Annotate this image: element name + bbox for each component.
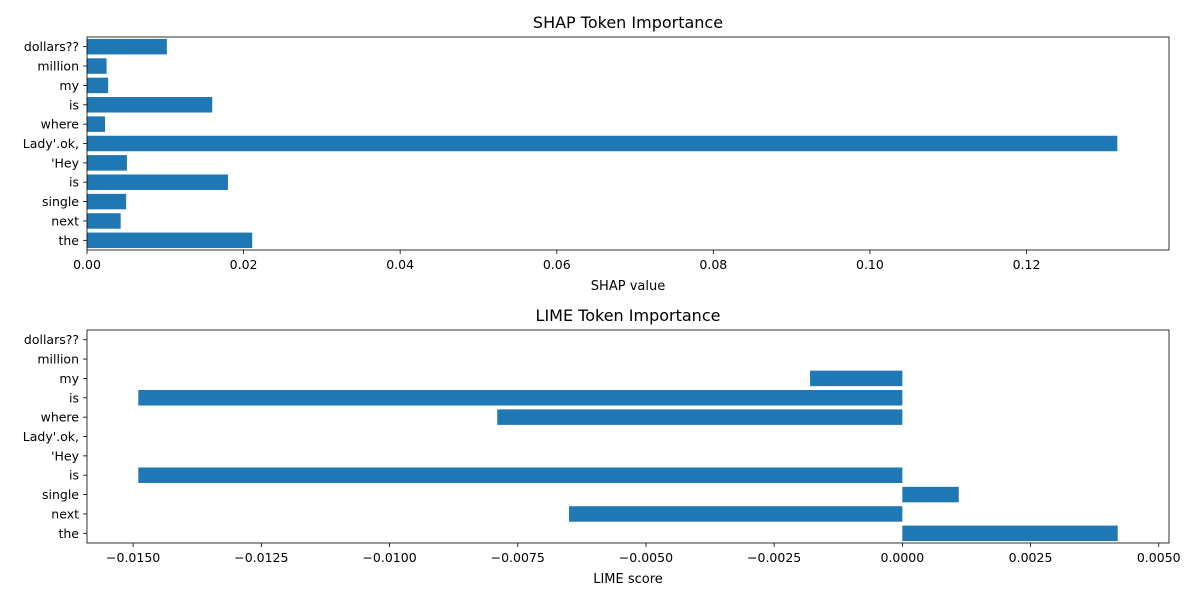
shap-ytick-label: where — [41, 117, 80, 132]
shap-bar — [87, 58, 107, 74]
shap-xtick-label: 0.06 — [543, 257, 571, 272]
shap-ytick-label: is — [69, 175, 79, 190]
shap-ytick-label: dollars?? — [24, 39, 79, 54]
lime-ytick-label: next — [51, 506, 79, 521]
shap-xtick-label: 0.12 — [1013, 257, 1041, 272]
lime-xtick-label: −0.0025 — [747, 550, 801, 565]
lime-ytick-label: my — [59, 371, 79, 386]
shap-bar — [87, 174, 228, 190]
shap-xtick-label: 0.04 — [386, 257, 414, 272]
shap-xaxis-label: SHAP value — [591, 279, 665, 294]
lime-bar — [138, 390, 903, 406]
lime-chart-title: LIME Token Importance — [536, 306, 721, 325]
shap-xtick-label: 0.10 — [856, 257, 884, 272]
lime-xtick-label: −0.0125 — [234, 550, 288, 565]
shap-bar — [87, 116, 106, 132]
lime-xtick-label: 0.0050 — [1137, 550, 1181, 565]
shap-ytick-label: 'Hey — [51, 155, 80, 170]
shap-ytick-label: Lady'.ok, — [23, 136, 79, 151]
shap-panel: dollars?? million my is where Lady'.ok, 'Hey is… — [23, 13, 1170, 294]
lime-ytick-label: Lady'.ok, — [23, 429, 79, 444]
shap-xtick-label: 0.00 — [73, 257, 101, 272]
lime-xtick-label: −0.0075 — [491, 550, 545, 565]
lime-ytick-label: 'Hey — [51, 448, 80, 463]
lime-xtick-label: −0.0050 — [619, 550, 673, 565]
lime-ytick-label: million — [37, 352, 79, 367]
shap-xtick-label: 0.02 — [230, 257, 258, 272]
shap-bar — [87, 213, 121, 229]
lime-ytick-label: single — [42, 487, 79, 502]
shap-bar — [87, 232, 253, 249]
lime-xaxis-label: LIME score — [593, 572, 663, 587]
shap-ytick-label: is — [69, 97, 79, 112]
shap-ytick-label: next — [51, 213, 79, 228]
shap-bar — [87, 193, 127, 210]
lime-bar — [497, 409, 903, 425]
shap-bar — [87, 38, 167, 55]
lime-panel: dollars?? million my is where Lady'.ok, 'Hey is… — [23, 306, 1181, 587]
lime-ytick-label: where — [41, 410, 80, 425]
lime-bar — [902, 525, 1118, 542]
lime-ytick-label: the — [58, 526, 79, 541]
lime-xtick-label: −0.0150 — [106, 550, 160, 565]
shap-bar — [87, 97, 213, 113]
shap-ytick-label: my — [59, 78, 79, 93]
lime-bar — [138, 467, 903, 483]
lime-bar — [569, 506, 903, 522]
shap-ytick-label: million — [37, 59, 79, 74]
lime-ytick-label: is — [69, 468, 79, 483]
shap-xtick-label: 0.08 — [699, 257, 727, 272]
shap-bar — [87, 135, 1118, 152]
shap-ytick-label: the — [58, 233, 79, 248]
lime-xtick-label: 0.0025 — [1009, 550, 1053, 565]
shap-chart-title: SHAP Token Importance — [533, 13, 723, 32]
lime-bar — [902, 486, 959, 503]
shap-ytick-label: single — [42, 194, 79, 209]
lime-xtick-label: −0.0100 — [362, 550, 416, 565]
lime-ytick-label: is — [69, 390, 79, 405]
lime-ytick-label: dollars?? — [24, 332, 79, 347]
shap-bar — [87, 77, 109, 94]
shap-bar — [87, 155, 127, 171]
lime-bar — [810, 370, 903, 387]
lime-xtick-label: 0.0000 — [880, 550, 924, 565]
